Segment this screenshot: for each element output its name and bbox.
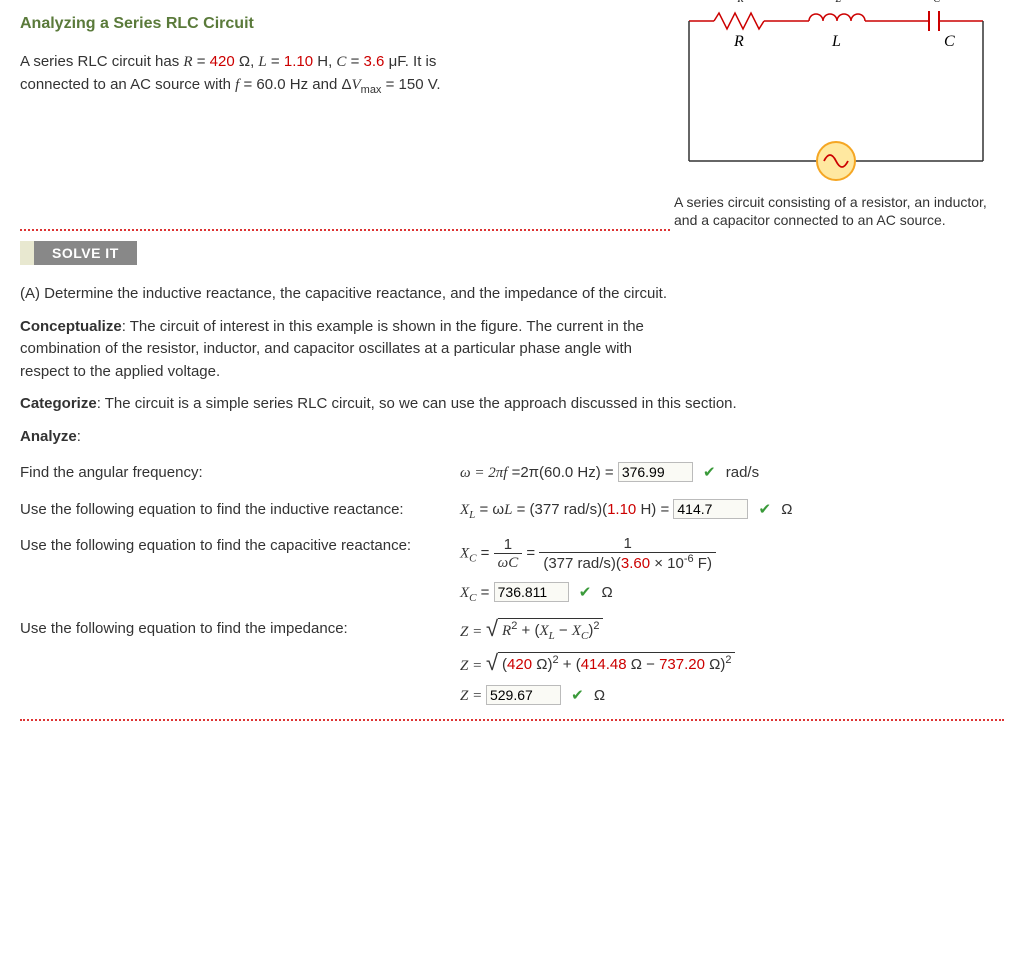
svg-text:ΔvC: ΔvC — [918, 0, 940, 5]
solve-button[interactable]: SOLVE IT — [20, 241, 137, 265]
categorize-text: Categorize: The circuit is a simple seri… — [20, 393, 1004, 416]
intro-text: A series RLC circuit has R = 420 Ω, L = … — [20, 51, 670, 98]
conceptualize-text: Conceptualize: The circuit of interest i… — [20, 316, 670, 384]
capacitive-reactance-row: Use the following equation to find the c… — [20, 535, 1004, 604]
figure-column: ΔvR ΔvL ΔvC — [674, 0, 1004, 229]
circuit-diagram: ΔvR ΔvL ΔvC — [679, 0, 999, 181]
svg-text:ΔvL: ΔvL — [820, 0, 841, 5]
svg-text:L: L — [831, 33, 841, 50]
divider-bottom — [20, 719, 1004, 721]
angular-frequency-row: Find the angular frequency: ω = 2πf =2π(… — [20, 462, 1004, 485]
analyze-heading: Analyze: — [20, 426, 1004, 449]
svg-text:C: C — [944, 33, 955, 50]
inductive-reactance-row: Use the following equation to find the i… — [20, 499, 1004, 522]
omega-input[interactable] — [618, 462, 693, 482]
impedance-row: Use the following equation to find the i… — [20, 618, 1004, 705]
check-icon: ✔ — [759, 501, 772, 518]
divider — [20, 229, 670, 231]
check-icon: ✔ — [579, 584, 592, 601]
xc-input[interactable] — [494, 582, 569, 602]
figure-caption: A series circuit consisting of a resisto… — [674, 193, 1004, 229]
xl-input[interactable] — [673, 499, 748, 519]
svg-text:R: R — [733, 33, 744, 50]
svg-text:ΔvR: ΔvR — [722, 0, 744, 5]
z-input[interactable] — [486, 685, 561, 705]
check-icon: ✔ — [703, 464, 716, 481]
check-icon: ✔ — [571, 687, 584, 704]
part-a-question: (A) Determine the inductive reactance, t… — [20, 283, 670, 306]
